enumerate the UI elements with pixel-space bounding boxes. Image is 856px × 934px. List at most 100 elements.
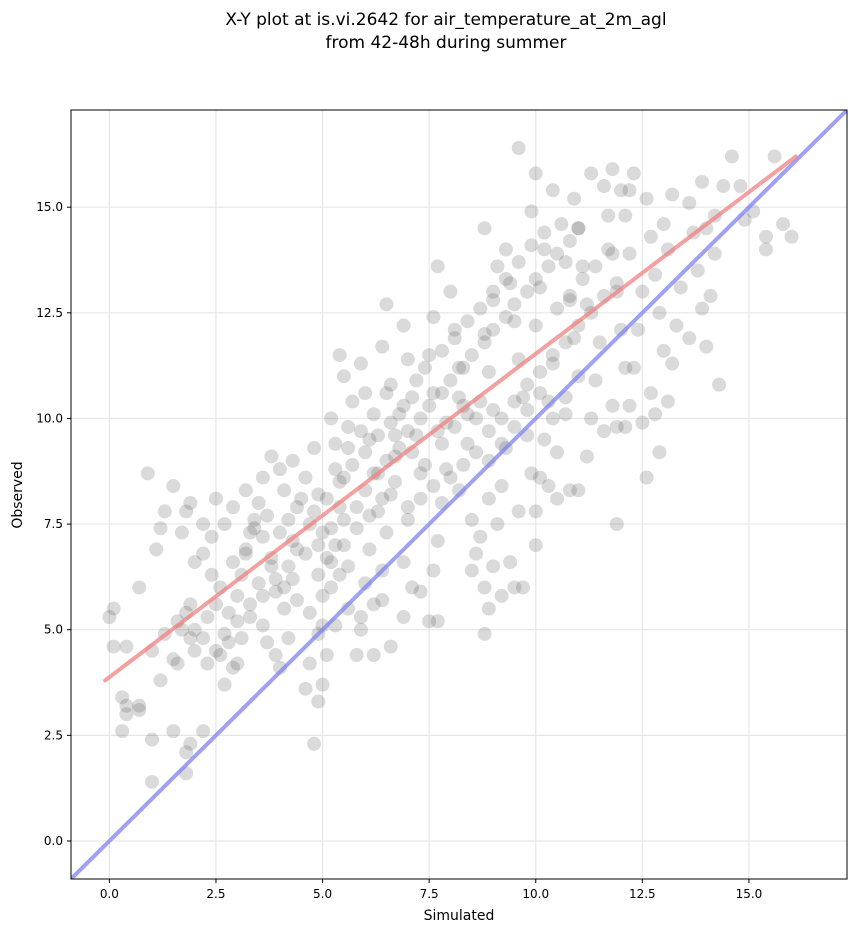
data-point [375, 491, 390, 506]
data-point [187, 622, 202, 637]
data-point [477, 335, 492, 350]
data-point [558, 407, 573, 422]
data-point [362, 508, 377, 523]
data-point [183, 597, 198, 612]
data-point [119, 698, 134, 713]
data-point [481, 491, 496, 506]
data-point [324, 521, 339, 536]
data-point [328, 462, 343, 477]
data-point [716, 179, 731, 194]
data-point [413, 466, 428, 481]
data-point [166, 479, 181, 494]
data-point [507, 394, 522, 409]
data-point [469, 445, 484, 460]
data-point [541, 259, 556, 274]
data-point [707, 246, 722, 261]
data-point [550, 246, 565, 261]
chart-title: X-Y plot at is.vi.2642 for air_temperatu… [225, 10, 666, 30]
data-point [545, 183, 560, 198]
data-point [341, 419, 356, 434]
data-point [277, 601, 292, 616]
data-point [481, 601, 496, 616]
data-point [673, 280, 688, 295]
data-point [486, 402, 501, 417]
reference-lines [71, 110, 847, 879]
data-point [614, 183, 629, 198]
data-point [511, 504, 526, 519]
data-point [511, 141, 526, 156]
data-point [601, 208, 616, 223]
data-point [370, 428, 385, 443]
data-point [379, 525, 394, 540]
data-point [166, 652, 181, 667]
data-point [319, 550, 334, 565]
data-point [622, 398, 637, 413]
data-point [324, 555, 339, 570]
data-point [264, 559, 279, 574]
data-point [507, 580, 522, 595]
data-point [230, 656, 245, 671]
data-point [537, 225, 552, 240]
data-point [383, 377, 398, 392]
data-point [324, 411, 339, 426]
data-point [690, 263, 705, 278]
data-point [758, 229, 773, 244]
data-point [426, 310, 441, 325]
data-point [618, 208, 633, 223]
data-point [238, 542, 253, 557]
data-point [102, 610, 117, 625]
data-point [579, 297, 594, 312]
data-point [349, 500, 364, 515]
data-point [413, 491, 428, 506]
data-point [533, 280, 548, 295]
data-point [196, 724, 211, 739]
data-point [328, 436, 343, 451]
data-point [336, 512, 351, 527]
data-point [558, 255, 573, 270]
data-point [477, 221, 492, 236]
data-point [562, 233, 577, 248]
data-point [315, 677, 330, 692]
data-point [366, 597, 381, 612]
data-point [571, 221, 586, 236]
data-point [537, 432, 552, 447]
data-point [452, 390, 466, 405]
data-point [383, 639, 398, 654]
data-point [498, 242, 513, 257]
data-point [311, 694, 326, 709]
data-point [622, 183, 637, 198]
data-point [405, 390, 420, 405]
data-point [307, 504, 322, 519]
data-point [208, 491, 223, 506]
y-tick-label: 0.0 [44, 834, 63, 848]
data-point [486, 284, 501, 299]
data-point [200, 610, 215, 625]
data-point [635, 284, 650, 299]
data-point [703, 288, 718, 303]
data-point [349, 648, 364, 663]
data-point [494, 411, 509, 426]
data-point [217, 517, 232, 532]
identity-line [71, 110, 847, 879]
data-point [315, 588, 330, 603]
chart-subtitle: from 42-48h during summer [326, 33, 567, 53]
data-point [456, 360, 471, 375]
data-point [515, 390, 530, 405]
data-point [520, 377, 535, 392]
data-point [311, 487, 326, 502]
data-point [341, 441, 356, 456]
data-point [132, 702, 147, 717]
data-point [183, 495, 198, 510]
data-point [187, 643, 202, 658]
data-point [332, 348, 347, 363]
data-point [298, 470, 313, 485]
data-point [545, 356, 560, 371]
data-point [179, 745, 194, 760]
data-point [695, 174, 710, 189]
data-point [579, 449, 594, 464]
data-point [481, 364, 496, 379]
data-point [204, 567, 219, 582]
data-point [243, 610, 258, 625]
data-point [353, 622, 368, 637]
data-point [545, 348, 560, 363]
